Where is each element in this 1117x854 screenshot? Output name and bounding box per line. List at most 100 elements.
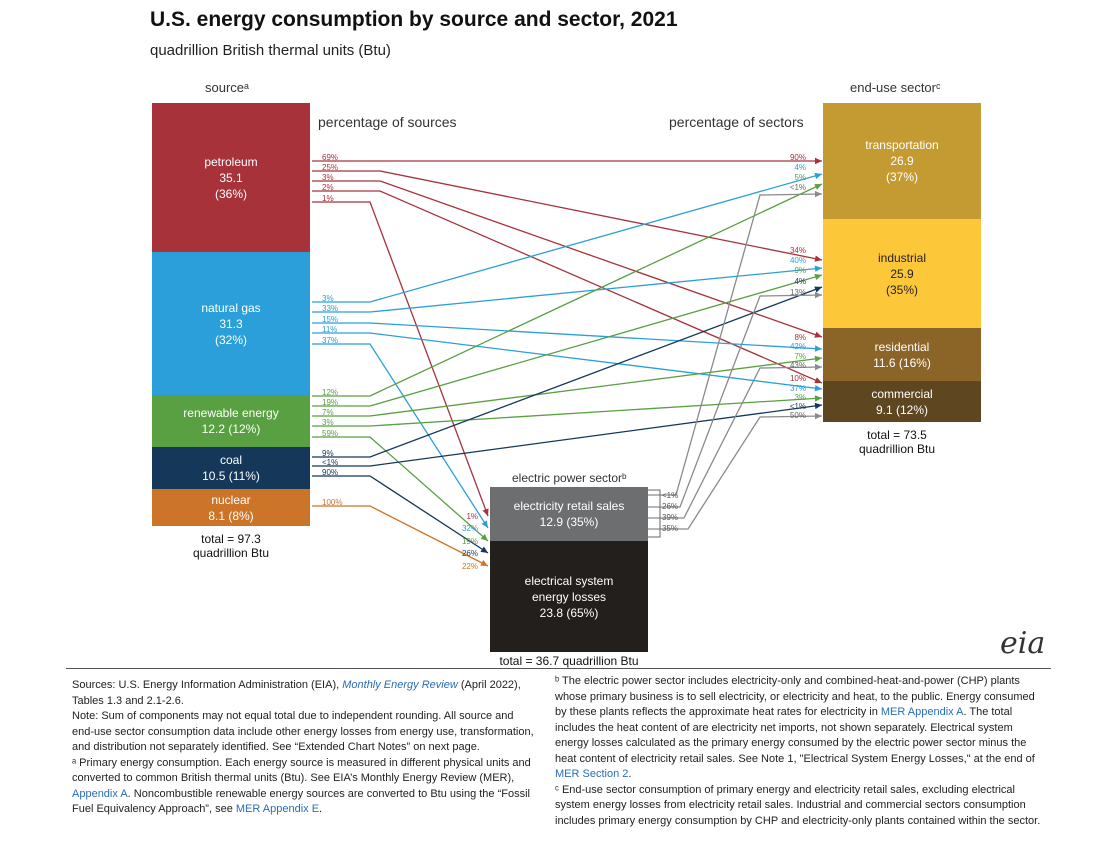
pct-transportation: 5% (794, 173, 806, 182)
sector-value: 11.6 (16%) (873, 355, 931, 370)
appendix-e-link[interactable]: MER Appendix E (235, 803, 320, 815)
source-name: natural gas (201, 300, 261, 315)
source-coal: coal 10.5 (11%) (152, 447, 310, 489)
flow-retail-industrial-arrow (814, 291, 822, 299)
flow-retail-commercial-arrow (814, 412, 822, 420)
note-text: Sources: U.S. Energy Information Adminis… (72, 679, 343, 691)
sector-name: transportation (865, 138, 939, 152)
flow-retail-residential-arrow (814, 363, 822, 371)
pct-petroleum: 25% (322, 163, 339, 172)
mer-section-2-link[interactable]: MER Section 2 (555, 768, 629, 780)
chart-title: U.S. energy consumption by source and se… (150, 8, 678, 31)
pct-residential: 43% (789, 361, 806, 370)
source-natural-gas: natural gas 31.3 (32%) (152, 252, 310, 395)
pct-power-output: 39% (662, 513, 679, 522)
source-value: 8.1 (8%) (208, 508, 254, 523)
sector-industrial: industrial 25.9 (35%) (823, 219, 981, 328)
pct-coal: 90% (322, 468, 339, 477)
flow-gas-residential (312, 322, 823, 350)
sectors-total-line1: total = 73.5 (867, 428, 927, 442)
notes-left: Sources: U.S. Energy Information Adminis… (72, 678, 534, 818)
source-nuclear: nuclear 8.1 (8%) (152, 489, 310, 526)
pct-power-output: 26% (662, 502, 679, 511)
pct-power-output: 35% (662, 524, 679, 533)
flow-gas-commercial (312, 332, 823, 390)
flow-renewable-power (312, 436, 489, 542)
flow-nuclear-power-arrow (480, 559, 488, 566)
retail-bracket (648, 489, 661, 538)
flow-renewable-industrial (312, 274, 823, 407)
flow-nuclear-power (312, 505, 489, 567)
pct-residential: 7% (794, 352, 806, 361)
pct-renewable: 12% (322, 388, 339, 397)
source-renewable: renewable energy 12.2 (12%) (152, 395, 310, 447)
pct-natural-gas: 15% (322, 315, 339, 324)
pct-coal: <1% (322, 458, 339, 467)
pct-power-input: 22% (461, 562, 478, 571)
flow-retail-residential (648, 366, 823, 519)
pct-industrial: 34% (789, 246, 806, 255)
note-text: . The total includes the heat content of… (555, 706, 1035, 765)
note-c: ᶜ End-use sector consumption of primary … (555, 783, 1045, 830)
power-name: electrical system energy losses (524, 573, 614, 604)
source-header: sourceᵃ (205, 80, 249, 95)
flow-petroleum-power (312, 201, 489, 517)
pct-natural-gas: 11% (322, 325, 338, 334)
power-sector-header: electric power sectorᵇ (512, 471, 627, 485)
notes-right: ᵇ The electric power sector includes ele… (555, 674, 1045, 829)
pct-transportation: 90% (789, 153, 806, 162)
flow-gas-transportation-arrow (814, 172, 822, 179)
pct-power-input: 32% (461, 524, 478, 533)
pct-industrial: 40% (789, 256, 806, 265)
pct-transportation: 4% (794, 163, 806, 172)
flow-coal-commercial (312, 404, 823, 467)
flow-retail-industrial (648, 294, 823, 508)
flow-gas-industrial-arrow (814, 265, 822, 272)
pct-industrial: 4% (794, 277, 806, 286)
sector-value: 26.9 (890, 154, 914, 168)
flow-gas-industrial (312, 267, 823, 313)
power-name: electricity retail sales (513, 499, 625, 513)
pct-commercial: 10% (789, 374, 806, 383)
pct-commercial: 37% (789, 384, 806, 393)
flow-gas-power-arrow (481, 520, 488, 528)
mer-appendix-a-link[interactable]: MER Appendix A (880, 706, 964, 718)
pct-commercial: <1% (789, 402, 806, 411)
sectors-total: total = 73.5 quadrillion Btu (823, 428, 971, 456)
mer-link[interactable]: Monthly Energy Review (342, 679, 458, 691)
sector-header: end-use sectorᶜ (850, 80, 941, 95)
flow-petroleum-commercial-arrow (814, 377, 822, 384)
flow-petroleum-industrial (312, 170, 823, 261)
flow-gas-transportation (312, 173, 823, 303)
flow-petroleum-residential (312, 180, 823, 338)
source-value: 31.3 (219, 316, 243, 331)
footer-divider (66, 668, 1051, 669)
pct-coal: 9% (322, 449, 334, 458)
flow-lines (312, 157, 823, 567)
flow-retail-transportation (648, 193, 823, 496)
flow-renewable-residential-arrow (814, 355, 822, 363)
pct-petroleum: 69% (322, 153, 339, 162)
flow-renewable-residential (312, 357, 823, 417)
sources-total: total = 97.3 quadrillion Btu (152, 532, 310, 560)
pct-renewable: 3% (322, 418, 334, 427)
power-total: total = 36.7 quadrillion Btu (499, 654, 639, 668)
flow-renewable-power-arrow (480, 533, 488, 541)
pct-natural-gas: 37% (322, 336, 339, 345)
source-share: (32%) (214, 332, 247, 347)
flow-retail-transportation-arrow (814, 190, 822, 198)
source-name: petroleum (204, 154, 258, 169)
pct-renewable: 7% (322, 408, 334, 417)
pct-petroleum: 2% (322, 183, 334, 192)
eia-logo[interactable]: eia (1000, 626, 1046, 661)
appendix-a-link[interactable]: Appendix A (72, 787, 128, 800)
note-b: ᵇ The electric power sector includes ele… (555, 674, 1045, 783)
pct-sectors-header: percentage of sectors (669, 114, 804, 130)
pct-residential: 8% (794, 333, 806, 342)
flow-petroleum-commercial (312, 190, 823, 384)
pct-power-output: <1% (662, 491, 679, 500)
pct-residential: 42% (789, 342, 806, 351)
pct-natural-gas: 33% (322, 304, 339, 313)
pct-transportation: <1% (789, 183, 806, 192)
pct-power-input: 26% (461, 549, 478, 558)
